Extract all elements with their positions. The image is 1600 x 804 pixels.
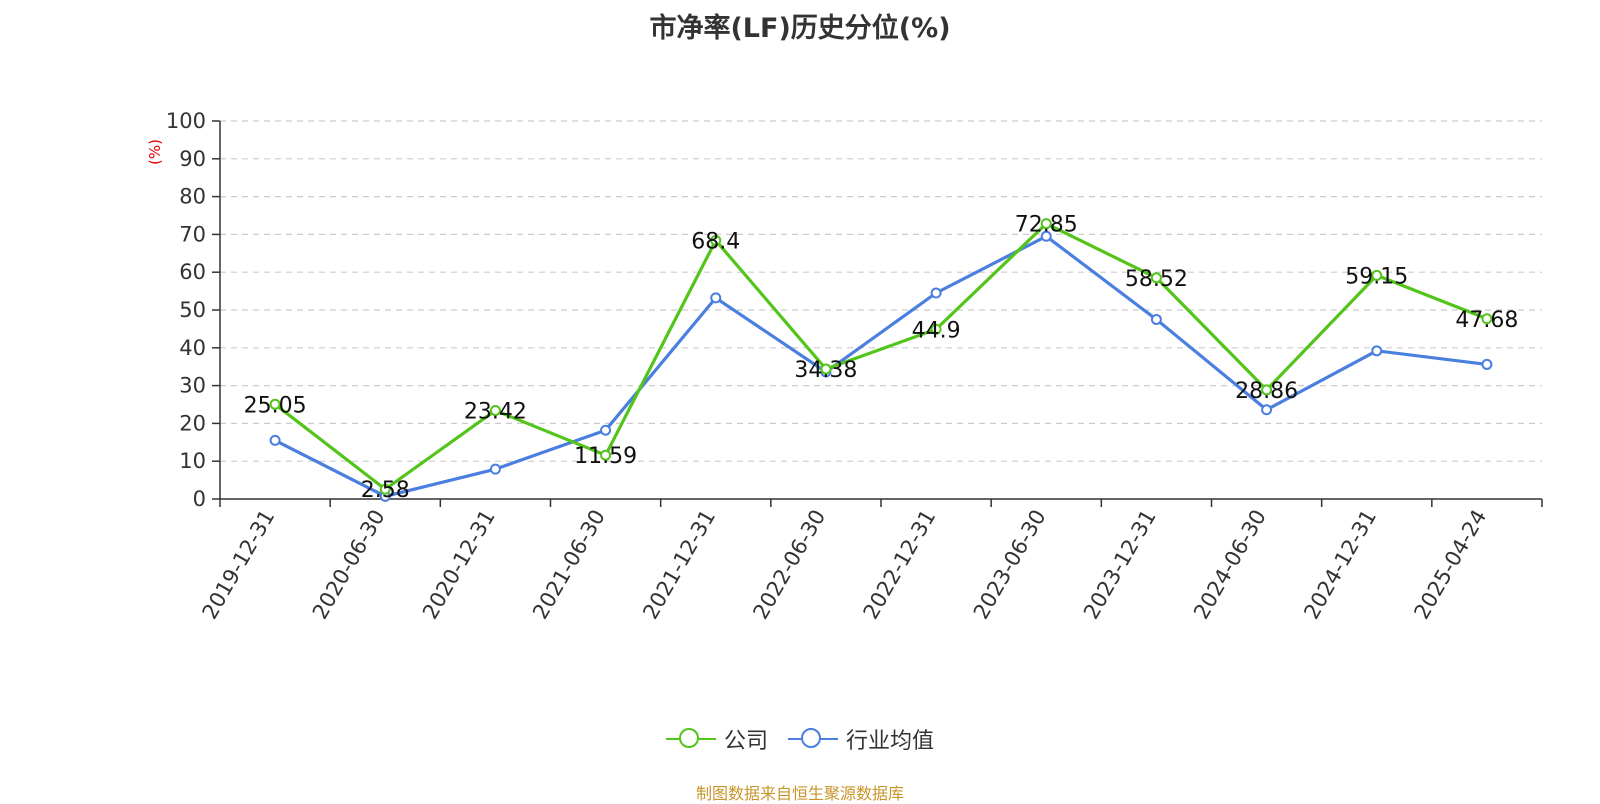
point-s1-10: [1371, 345, 1383, 357]
point-s0-7: [1040, 218, 1052, 230]
y-tick-label-100: 100: [166, 109, 206, 133]
point-s1-9: [1261, 404, 1273, 416]
point-s0-1: [379, 483, 391, 495]
x-tick-label-3: 2021-06-30: [528, 506, 610, 624]
y-tick-label-50: 50: [179, 298, 206, 322]
legend-item-industry[interactable]: 行业均值: [788, 723, 934, 755]
y-tick-label-10: 10: [179, 449, 206, 473]
y-tick-label-90: 90: [179, 147, 206, 171]
series-line-1: [274, 234, 1488, 498]
series-lines: [269, 218, 1493, 502]
legend: 公司 行业均值: [0, 723, 1600, 755]
point-s1-7: [1040, 230, 1052, 242]
legend-label-company: 公司: [723, 729, 768, 754]
x-tick-label-0: 2019-12-31: [198, 506, 280, 624]
point-s1-6: [930, 287, 942, 299]
point-s0-6: [930, 323, 942, 335]
x-tick-label-8: 2023-12-31: [1079, 506, 1161, 624]
x-tick-label-2: 2020-12-31: [418, 505, 500, 623]
point-s0-8: [1150, 272, 1162, 284]
data-label-0: 25.05: [244, 393, 307, 418]
x-tick-label-11: 2025-04-24: [1409, 506, 1491, 624]
grid-lines: [220, 120, 1542, 462]
data-label-4: 68.4: [691, 229, 740, 254]
source-note: 制图数据来自恒生聚源数据库: [695, 784, 904, 803]
legend-swatch-company: [665, 726, 716, 752]
y-tick-label-80: 80: [179, 185, 206, 209]
data-label-7: 72.85: [1015, 213, 1078, 238]
y-tick-label-20: 20: [179, 411, 206, 435]
data-label-5: 34.38: [794, 358, 857, 383]
x-tick-label-10: 2024-12-31: [1299, 506, 1381, 624]
x-tick-label-4: 2021-12-31: [638, 506, 720, 624]
data-label-10: 59.15: [1345, 264, 1408, 289]
data-label-11: 47.68: [1455, 308, 1518, 333]
legend-label-industry: 行业均值: [846, 729, 935, 754]
point-s0-11: [1481, 313, 1493, 325]
point-s1-11: [1481, 358, 1493, 370]
data-label-1: 2.58: [361, 478, 410, 503]
point-s1-3: [600, 424, 612, 436]
point-s0-10: [1371, 269, 1383, 281]
point-s1-4: [710, 292, 722, 304]
y-tick-label-60: 60: [179, 260, 206, 284]
data-label-9: 28.86: [1235, 379, 1298, 404]
chart-title: 市净率(LF)历史分位(%): [649, 13, 951, 44]
y-axis-label: (%): [146, 139, 164, 165]
data-label-3: 11.59: [574, 444, 637, 469]
point-s0-3: [600, 449, 612, 461]
data-labels: 25.05 2.58 23.42 11.59 68.4 34.38 44.9 72.85 58.…: [244, 213, 1519, 504]
legend-item-company[interactable]: 公司: [665, 723, 768, 755]
point-s0-2: [489, 404, 501, 416]
x-tick-label-7: 2023-06-30: [969, 506, 1051, 624]
x-tick-label-5: 2022-06-30: [748, 506, 830, 624]
legend-swatch-industry: [788, 726, 838, 752]
point-s1-0: [269, 434, 281, 446]
x-tick-label-6: 2022-12-31: [859, 505, 941, 623]
y-tick-label-30: 30: [179, 374, 206, 398]
y-tick-label-70: 70: [179, 222, 206, 246]
data-label-6: 44.9: [912, 318, 961, 343]
x-tick-label-1: 2020-06-30: [308, 506, 390, 624]
point-s0-4: [710, 234, 722, 246]
point-s0-5: [820, 363, 832, 375]
point-s0-0: [269, 398, 281, 410]
data-label-8: 58.52: [1125, 267, 1188, 292]
y-tick-label-40: 40: [179, 336, 206, 360]
data-label-2: 23.42: [464, 399, 527, 424]
point-s1-8: [1150, 313, 1162, 325]
x-tick-label-9: 2024-06-30: [1189, 506, 1271, 624]
point-s0-9: [1261, 384, 1273, 396]
series-line-0: [274, 222, 1488, 491]
point-s1-2: [489, 463, 501, 475]
y-tick-label-0: 0: [193, 487, 206, 511]
